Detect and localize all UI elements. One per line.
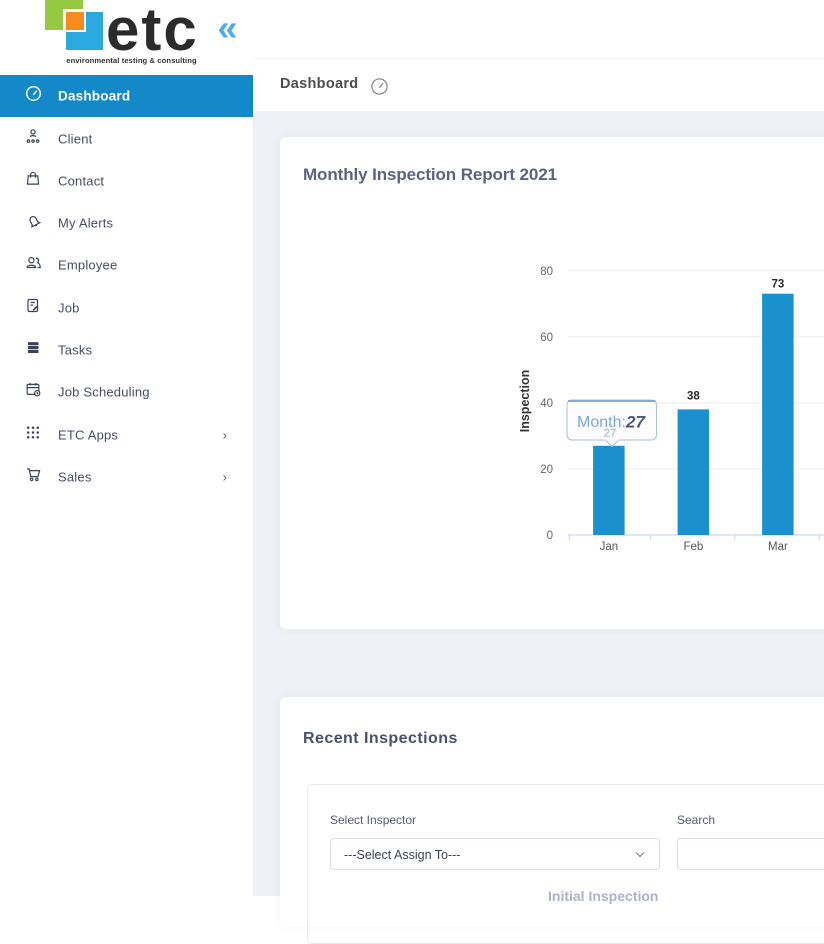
svg-text:Feb: Feb xyxy=(683,541,703,553)
svg-text:60: 60 xyxy=(540,332,553,344)
svg-text:Jan: Jan xyxy=(600,541,619,553)
svg-text:27: 27 xyxy=(604,428,617,440)
svg-text:Month:: Month: xyxy=(577,414,626,431)
svg-text:0: 0 xyxy=(547,530,553,542)
svg-text:Inspection: Inspection xyxy=(518,370,532,433)
svg-text:27: 27 xyxy=(625,413,646,432)
svg-text:80: 80 xyxy=(540,266,553,278)
svg-text:40: 40 xyxy=(540,398,553,410)
svg-text:38: 38 xyxy=(687,391,700,403)
svg-text:20: 20 xyxy=(540,464,553,476)
svg-text:Mar: Mar xyxy=(768,541,788,553)
svg-text:73: 73 xyxy=(772,279,785,291)
